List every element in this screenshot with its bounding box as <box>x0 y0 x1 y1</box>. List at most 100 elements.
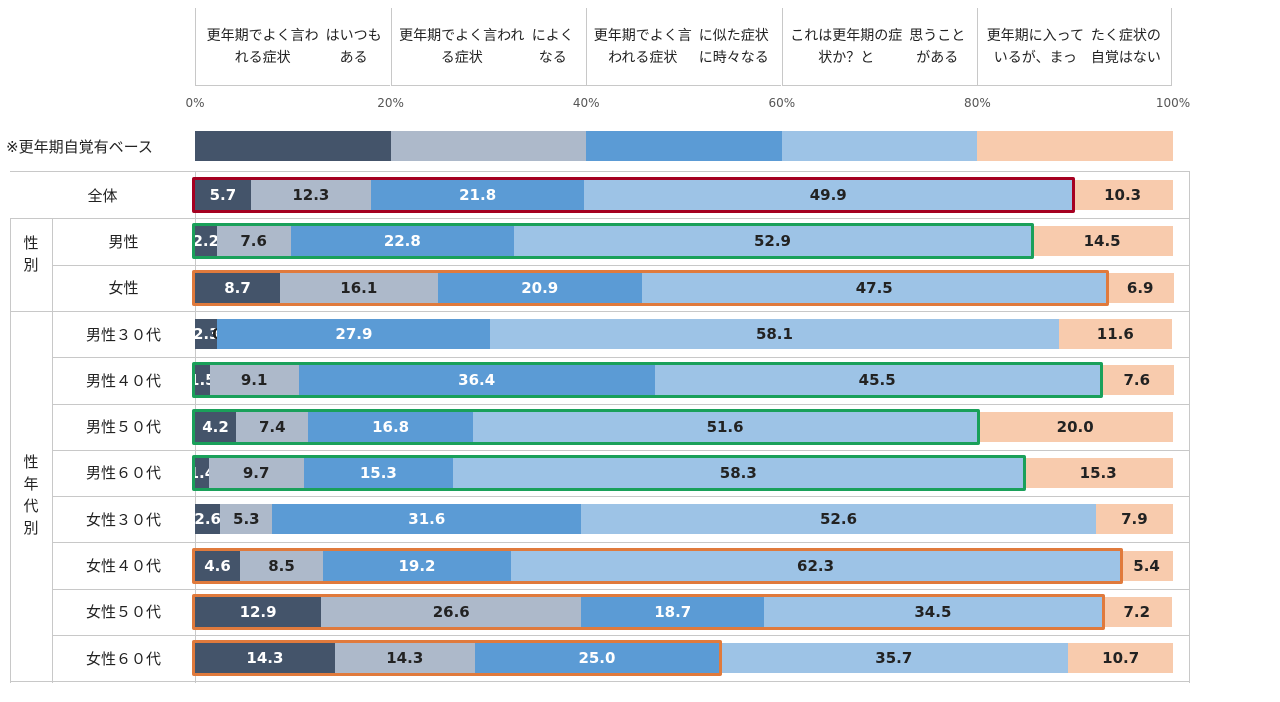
bar-segment: 21.8 <box>371 180 585 211</box>
group-label-gender-age: 性年代別 <box>23 452 39 537</box>
bar-segment: 4.6 <box>195 550 240 581</box>
bar-segment: 9.7 <box>208 457 304 488</box>
bar-segment: 5.3 <box>220 504 273 535</box>
data-label: 12.9 <box>239 602 277 621</box>
legend-entry-text: 更年期に入っているが、まっ <box>986 27 1084 66</box>
data-label: 11.6 <box>1096 325 1134 344</box>
data-label: 45.5 <box>858 371 896 390</box>
x-tick-label: 40% <box>572 96 600 110</box>
data-label: 2.6 <box>194 510 221 529</box>
legend-entry: 更年期でよく言われる症状 によくなる <box>390 8 586 86</box>
bar-segment: 14.3 <box>195 643 335 674</box>
legend-entry: 更年期でよく言われる症状 はいつもある <box>195 8 390 86</box>
bar-segment: 62.3 <box>510 550 1121 581</box>
row-separator <box>52 542 1190 544</box>
row-label: 男性 <box>108 232 139 251</box>
row-label: 女性５０代 <box>85 603 161 622</box>
x-tick-label: 100% <box>1155 96 1191 110</box>
legend-entry: 更年期に入っているが、まっ たく症状の自覚はない <box>977 8 1173 86</box>
data-label: 62.3 <box>797 556 835 575</box>
data-label: 1.5 <box>189 371 216 390</box>
data-label: 4.6 <box>204 556 231 575</box>
bar-segment: 11.6 <box>1058 319 1172 350</box>
legend-entry-text: 更年期でよく言われる症状 <box>206 27 319 66</box>
data-label: 10.3 <box>1104 186 1142 205</box>
data-label: 8.7 <box>224 278 251 297</box>
bar-segment: 16.8 <box>308 411 473 442</box>
bar-segment: 51.6 <box>472 411 978 442</box>
bar-segment: 58.1 <box>490 319 1059 350</box>
group-separator-line <box>10 310 52 312</box>
bar-segment: 19.2 <box>323 550 511 581</box>
data-label: 20.9 <box>521 278 559 297</box>
data-label: 16.1 <box>340 278 378 297</box>
legend-color-bar <box>195 131 391 161</box>
bar-segment: 12.9 <box>195 596 322 627</box>
legend-entry: これは更年期の症状か？と 思うことがある <box>781 8 977 86</box>
data-label: 5.3 <box>233 510 260 529</box>
data-label: 14.3 <box>386 649 424 668</box>
bar-segment: 49.9 <box>584 180 1073 211</box>
row-separator <box>52 588 1190 590</box>
data-label: 7.4 <box>258 417 286 436</box>
data-label: 36.4 <box>458 371 496 390</box>
data-label: 1.4 <box>188 463 216 482</box>
bar-segment: 35.7 <box>719 643 1069 674</box>
bar-segment: 47.5 <box>641 272 1107 303</box>
bar-segment: 45.5 <box>654 365 1100 396</box>
data-label: 8.5 <box>268 556 295 575</box>
bar-segment: 2.2 <box>192 226 220 257</box>
bar-segment: 2.3 <box>193 319 220 350</box>
row-separator <box>52 449 1190 451</box>
bar-segment: 2.6 <box>194 504 221 535</box>
bar-segment: 4.2 <box>195 411 237 442</box>
bar-segment: 15.3 <box>303 457 454 488</box>
bar-segment: 20.9 <box>437 272 642 303</box>
legend-entry-text: に似た症状に時々なる <box>698 27 769 66</box>
bar-segment: 14.3 <box>334 643 475 674</box>
data-label: 47.5 <box>855 278 893 297</box>
bar-segment: 15.3 <box>1023 457 1173 488</box>
row-separator <box>52 264 1190 266</box>
bar-segment: 1.4 <box>189 457 215 488</box>
bar-segment: 34.5 <box>764 596 1102 627</box>
bar-segment: 58.3 <box>453 457 1024 488</box>
data-label: 5.4 <box>1133 556 1160 575</box>
row-label: 全体 <box>87 186 118 205</box>
group-label-gender: 性別 <box>23 234 39 275</box>
row-label: 女性４０代 <box>85 557 161 576</box>
data-label: 10.7 <box>1102 649 1140 668</box>
data-label: 19.2 <box>398 556 436 575</box>
bar-segment: 6.9 <box>1106 272 1174 303</box>
x-tick-label: 60% <box>768 96 796 110</box>
bar-segment: 36.4 <box>298 365 655 396</box>
data-label: 9.1 <box>240 371 268 390</box>
legend-entry-text: はいつもある <box>325 27 382 66</box>
bottom-line <box>10 681 1190 683</box>
bar-segment: 20.0 <box>977 411 1173 442</box>
legend-entry-text: によくなる <box>531 27 574 66</box>
data-label: 52.6 <box>820 510 858 529</box>
row-label: 男性５０代 <box>85 418 161 437</box>
x-tick-label: 0% <box>185 96 205 110</box>
bar-segment: 9.1 <box>209 365 299 396</box>
data-label: 7.2 <box>1123 602 1151 621</box>
row-separator <box>52 635 1190 636</box>
data-label: 7.9 <box>1121 510 1148 529</box>
legend-color-bar <box>586 131 782 161</box>
legend-entry-text: 更年期でよく言われる症状 <box>593 27 692 66</box>
data-label: 14.3 <box>246 649 284 668</box>
data-label: 20.0 <box>1056 417 1094 436</box>
bar-segment: 8.7 <box>195 272 281 303</box>
legend-color-bar <box>977 131 1173 161</box>
legend-entry-text: たく症状の自覚はない <box>1090 27 1161 66</box>
bar-segment: 10.7 <box>1068 643 1173 674</box>
bar-segment: 22.8 <box>290 226 514 257</box>
bar-segment: 12.3 <box>250 180 372 211</box>
data-label: 16.8 <box>372 417 410 436</box>
row-label: 男性４０代 <box>85 371 161 390</box>
data-label: 5.7 <box>209 186 237 205</box>
data-label: 2.2 <box>192 232 220 251</box>
bar-segment: 27.9 <box>217 319 491 350</box>
bar-segment: 8.5 <box>239 550 324 581</box>
